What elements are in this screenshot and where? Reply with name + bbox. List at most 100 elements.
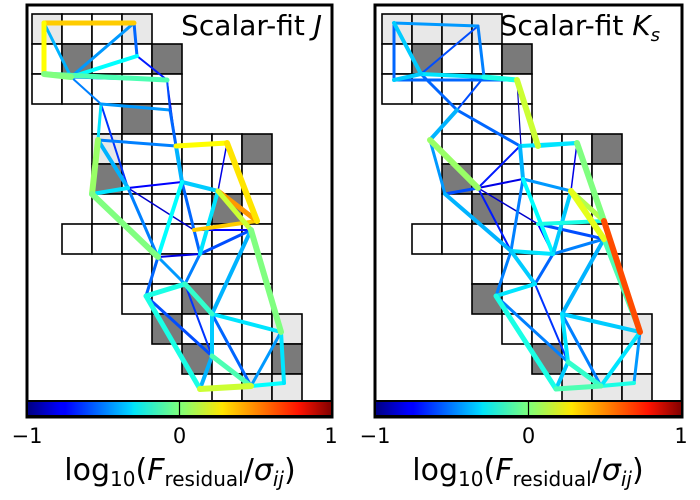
network-edge — [494, 294, 570, 364]
network-edge — [443, 186, 480, 196]
network-edge — [565, 359, 604, 389]
network-edge — [174, 144, 184, 184]
mosaic-tile — [471, 43, 503, 75]
mosaic-tile — [501, 43, 533, 75]
mosaic-tile — [471, 133, 503, 165]
network-edge — [210, 228, 253, 316]
network-edge — [570, 142, 578, 192]
network-edge — [184, 283, 213, 357]
network-edge — [392, 72, 423, 82]
network-edge — [157, 253, 201, 258]
colorbar-tick-max: 1 — [674, 424, 687, 448]
mosaic-tile — [211, 283, 243, 315]
network-edge — [215, 188, 254, 233]
network-edge — [144, 255, 160, 298]
network-edge — [100, 103, 129, 189]
colorbar-tick-max: 1 — [324, 424, 337, 448]
mosaic-tile — [91, 13, 123, 45]
network-edge — [494, 282, 537, 298]
network-edge — [428, 108, 459, 142]
network-edge — [173, 140, 230, 149]
network-edge — [209, 353, 254, 389]
network-edge — [96, 138, 130, 190]
mosaic-tile — [411, 223, 443, 255]
mosaic-tile — [31, 73, 63, 105]
mosaic-tile — [591, 313, 623, 345]
network-edge — [166, 79, 171, 111]
network-edge — [521, 177, 573, 193]
colorbar-tick-mid: 0 — [173, 424, 186, 448]
network-edge — [89, 191, 161, 260]
mosaic-tile — [591, 343, 623, 375]
network-edge — [224, 140, 260, 224]
network-edge — [144, 294, 214, 358]
network-edge — [249, 330, 283, 388]
network-edge — [509, 249, 537, 286]
colorbar-tick-min: −1 — [12, 424, 43, 448]
network-edge — [392, 21, 423, 76]
network-edge — [521, 177, 555, 256]
mosaic-tile — [531, 163, 563, 195]
mosaic-tile — [471, 103, 503, 135]
network-edge — [89, 137, 101, 197]
network-edge — [568, 188, 607, 242]
network-edge — [143, 293, 203, 392]
network-edge — [217, 142, 228, 192]
mosaic-tile — [121, 133, 153, 165]
network-edge — [518, 141, 579, 148]
network-edge — [249, 381, 286, 388]
network-edge — [99, 102, 172, 112]
network-edge — [601, 218, 643, 335]
colorbar-tick-mid: 0 — [522, 424, 535, 448]
network-edge — [42, 21, 73, 79]
network-edge — [560, 312, 603, 388]
mosaic-tile — [471, 13, 503, 45]
network-edge — [477, 187, 539, 225]
mosaic-tile — [591, 133, 623, 165]
network-edge — [156, 255, 187, 286]
network-edge — [494, 249, 513, 298]
mosaic-tile — [61, 13, 93, 45]
network-edge — [210, 312, 253, 388]
mosaic-tile — [181, 133, 213, 165]
network-edge — [136, 55, 168, 81]
network-edge — [180, 180, 220, 193]
colorbar-tick-min: −1 — [360, 424, 391, 448]
network-edge — [182, 281, 215, 317]
mosaic-tile — [591, 283, 623, 315]
network-edge — [392, 21, 480, 28]
network-edge — [180, 180, 202, 256]
network-edge — [560, 312, 642, 334]
network-edges — [392, 21, 643, 392]
network-edge — [70, 76, 102, 105]
network-edge — [90, 186, 130, 196]
network-edge — [476, 24, 486, 79]
mosaic-tile — [271, 373, 303, 405]
network-edge — [455, 108, 522, 148]
mosaic-tile — [441, 193, 473, 225]
network-edge — [428, 138, 447, 196]
network-edge — [198, 354, 214, 391]
mosaic-tile — [151, 163, 183, 195]
network-edge — [560, 312, 570, 364]
mosaic-tile — [471, 253, 503, 285]
network-edge — [632, 330, 642, 385]
mosaic-tile — [441, 43, 473, 75]
network-edge — [132, 21, 139, 58]
network-edge — [127, 181, 183, 189]
colorbar-label: log10(Fresidual/σij) — [412, 453, 643, 491]
mosaic-tile — [91, 103, 123, 135]
network-edge — [419, 72, 486, 79]
mosaic-tile — [61, 223, 93, 255]
panel-j: Scalar-fit J −1 0 1 log10(Fresidual/σij) — [12, 3, 338, 491]
mosaic-tile — [441, 13, 473, 45]
network-edge — [279, 330, 286, 385]
network-edge — [477, 187, 512, 252]
network-edge — [248, 227, 284, 335]
network-edge — [599, 330, 642, 388]
mosaic-tile — [151, 43, 183, 75]
network-edge — [168, 108, 178, 148]
mosaic-tile — [271, 343, 303, 375]
network-edge — [210, 312, 283, 334]
